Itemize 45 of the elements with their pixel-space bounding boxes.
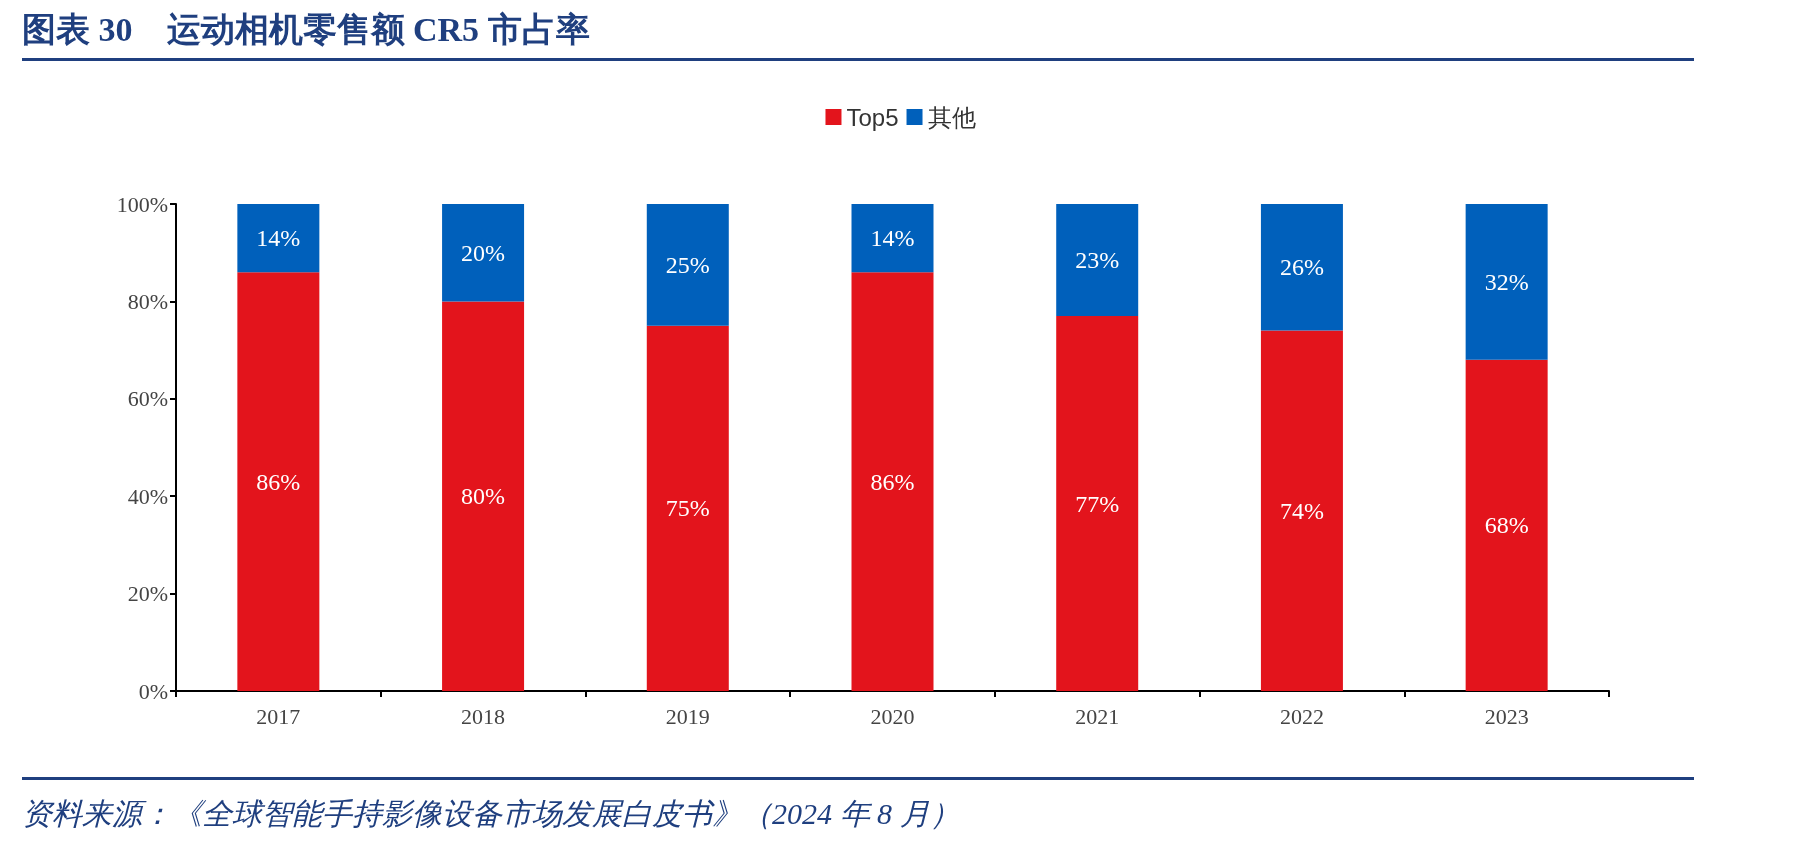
bar [237,204,320,273]
x-tick-label: 2019 [665,703,710,729]
data-label: 80% [461,483,506,510]
data-label: 75% [665,495,710,522]
data-label: 14% [870,225,915,252]
x-tick-label: 2018 [461,703,506,729]
y-tick-label: 20% [127,581,168,607]
x-tick-label: 2017 [256,703,301,729]
bar [851,204,934,273]
legend-label: Top5 [846,103,899,131]
bar [851,272,934,691]
bar [1260,204,1343,331]
bar [1465,204,1548,360]
bar [1260,330,1343,691]
x-tick-label: 2023 [1484,703,1529,729]
x-tick-label: 2021 [1075,703,1120,729]
bar [646,325,729,691]
y-tick-label: 0% [138,678,168,704]
y-tick-label: 100% [116,191,168,217]
bar [1465,359,1548,691]
text: 资料来源：《全球智能手持影像设备市场发展白皮书》（2024 年 8 月） [22,796,961,832]
data-label: 14% [256,225,301,252]
data-label: 25% [665,251,710,278]
bar [442,204,525,302]
data-label: 32% [1484,268,1529,295]
legend-label: 其他 [927,103,976,131]
data-label: 86% [870,468,915,495]
chart-title: 图表 30 运动相机零售额 CR5 市占率 [22,6,1694,61]
bar [237,272,320,691]
data-label: 20% [461,239,506,266]
data-label: 26% [1279,254,1324,281]
y-tick-label: 80% [127,288,168,314]
data-label: 23% [1075,247,1120,274]
x-tick-label: 2022 [1279,703,1324,729]
y-tick-label: 40% [127,483,168,509]
data-label: 74% [1279,497,1324,524]
data-label: 77% [1075,490,1120,517]
bar [1056,316,1139,691]
bar [646,204,729,326]
x-tick-label: 2020 [870,703,915,729]
y-tick-label: 60% [127,386,168,412]
data-label: 68% [1484,512,1529,539]
bar [1056,204,1139,317]
bar [442,301,525,691]
data-label: 86% [256,468,301,495]
